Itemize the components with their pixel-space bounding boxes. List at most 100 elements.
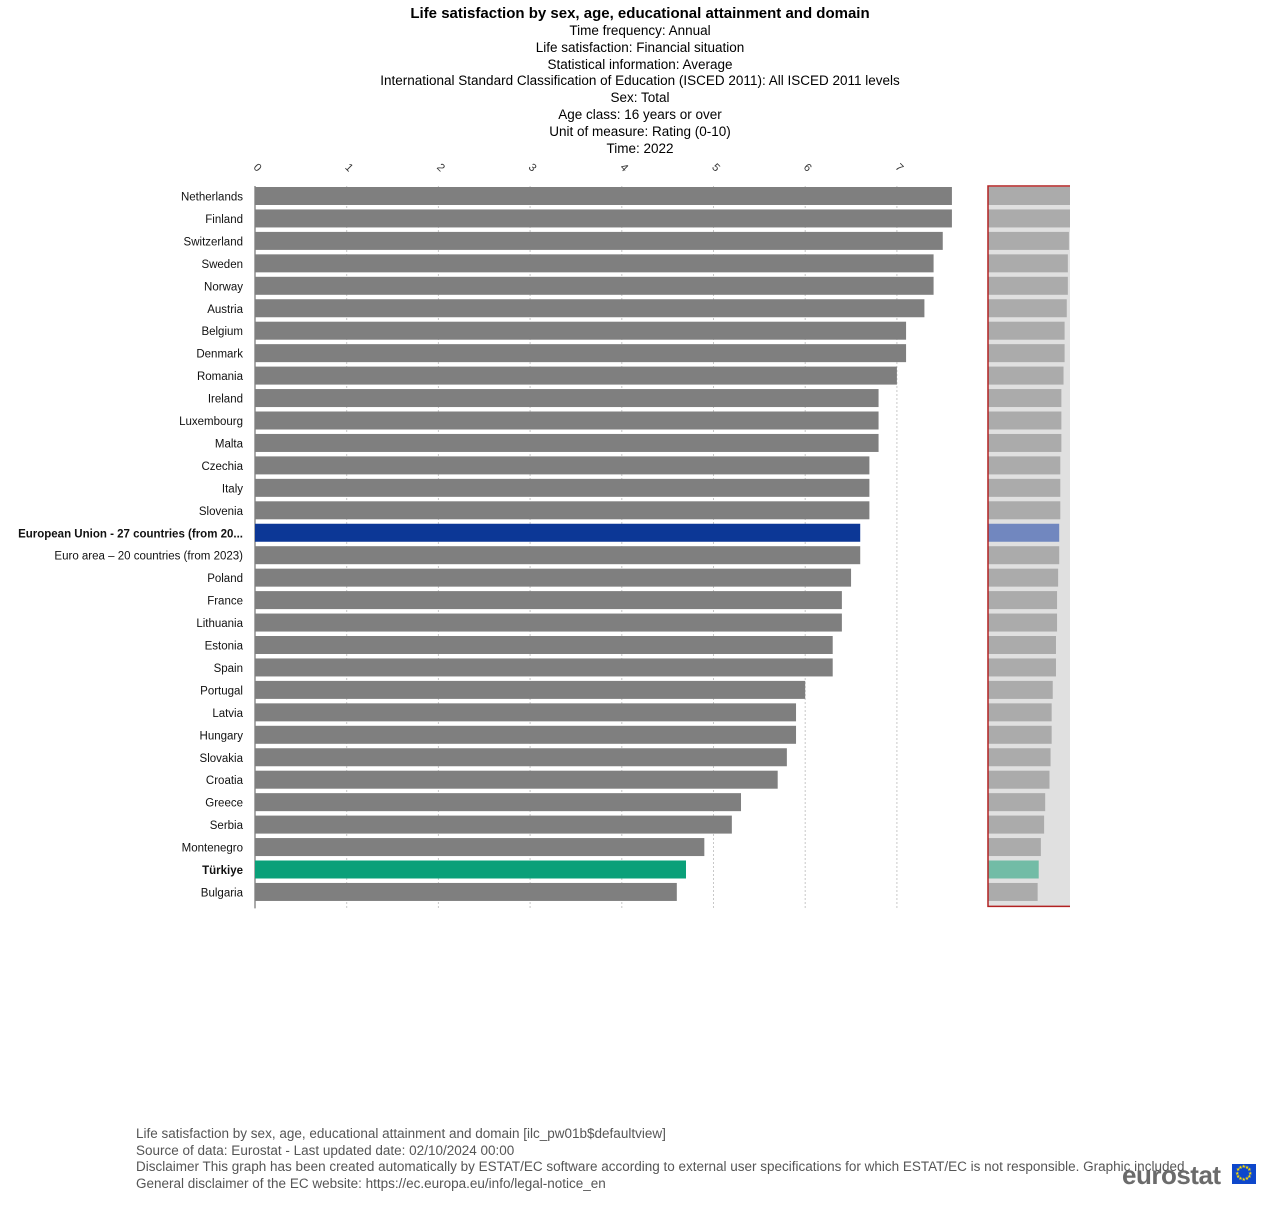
overview-bar [988, 636, 1056, 654]
category-label: Denmark [196, 349, 243, 361]
bar-chart: 0 1 2 3 4 5 6 7 Netherlands Finland Switzerland Swe… [18, 161, 1070, 909]
overview-bar [988, 860, 1039, 879]
category-label: Netherlands [181, 192, 243, 204]
bar [255, 501, 870, 520]
overview-bar [988, 838, 1041, 857]
subtitle-line: International Standard Classification of… [380, 73, 900, 89]
star-icon: ★ [1235, 1167, 1241, 1174]
category-label: Czechia [201, 461, 243, 473]
overview-bar [988, 389, 1062, 408]
category-label: Malta [215, 438, 244, 450]
bar [255, 433, 879, 452]
bar [255, 703, 797, 722]
category-label: Spain [214, 663, 243, 675]
subtitle-line: Life satisfaction: Financial situation [535, 39, 745, 55]
x-tick-label: 4 [618, 161, 631, 174]
bar [255, 344, 907, 363]
bar [255, 389, 879, 408]
bar [255, 591, 842, 610]
bar [255, 882, 677, 901]
subtitle-line: Unit of measure: Rating (0-10) [549, 123, 731, 139]
x-tick-label: 0 [251, 161, 264, 174]
overview-bar [988, 770, 1050, 789]
overview-bar [988, 815, 1045, 834]
overview-bar [988, 456, 1061, 475]
category-label: Euro area – 20 countries (from 2023) [54, 551, 243, 563]
bar [255, 411, 879, 430]
category-label: Latvia [212, 708, 243, 720]
category-label: Lithuania [196, 618, 243, 630]
overview-bar [988, 703, 1052, 722]
x-tick-label: 2 [434, 161, 447, 174]
overview-bar [988, 366, 1064, 385]
bar [255, 725, 797, 744]
bar [255, 815, 732, 834]
category-label: Poland [207, 573, 243, 585]
subtitle-line: Statistical information: Average [547, 56, 733, 72]
overview-bar [988, 882, 1038, 901]
category-label: Greece [205, 798, 243, 810]
bar [255, 546, 861, 565]
overview-bar [988, 523, 1060, 542]
category-label: Italy [222, 483, 243, 495]
x-tick-label: 5 [709, 161, 722, 174]
overview-border [987, 185, 1070, 908]
category-label: Hungary [200, 730, 244, 742]
overview-bar [988, 299, 1067, 318]
bar [255, 860, 686, 879]
bar [255, 276, 934, 295]
overview-bar [988, 793, 1046, 812]
category-label: Ireland [208, 394, 243, 406]
star-icon: ★ [1235, 1170, 1240, 1177]
overview-bar [988, 748, 1051, 767]
overview-bar [988, 478, 1061, 497]
category-label: Belgium [201, 326, 243, 338]
chart-header: Life satisfaction by sex, age, education… [0, 4, 1280, 157]
bar [255, 254, 934, 273]
star-icon: ★ [1235, 1173, 1241, 1180]
category-label: Austria [207, 304, 243, 316]
bar [255, 568, 852, 587]
bar [255, 838, 705, 857]
overview-bar [988, 546, 1060, 565]
star-icon: ★ [1241, 1177, 1246, 1183]
category-label: Slovakia [200, 753, 244, 765]
overview-bar [988, 680, 1053, 699]
overview-bar [988, 231, 1069, 250]
star-icon: ★ [1247, 1173, 1252, 1180]
bar [255, 636, 833, 654]
bar [255, 366, 897, 385]
category-label: France [207, 596, 243, 608]
chart-footer: Life satisfaction by sex, age, education… [136, 1126, 1256, 1192]
bar [255, 748, 787, 767]
eu-flag-icon: ★ ★ ★ ★ ★ ★ ★ ★ ★ ★ ★ ★ [1232, 1164, 1256, 1184]
category-label: Switzerland [184, 236, 243, 248]
source-note: Source of data: Eurostat - Last updated … [136, 1142, 515, 1158]
category-label: Türkiye [202, 865, 243, 877]
bar [255, 478, 870, 497]
overview-bar [988, 321, 1065, 340]
subtitle-line: Time frequency: Annual [569, 23, 711, 38]
overview-bar [988, 209, 1070, 228]
dataset-code: Life satisfaction by sex, age, education… [136, 1126, 666, 1141]
disclaimer: Disclaimer This graph has been created a… [136, 1159, 1185, 1175]
overview-bar [988, 658, 1056, 677]
bar [255, 770, 778, 789]
bar [255, 658, 833, 677]
star-icon: ★ [1244, 1164, 1250, 1171]
x-tick-label: 3 [526, 161, 539, 174]
category-label: Finland [205, 214, 243, 226]
bar [255, 523, 861, 542]
overview-bar [988, 344, 1065, 363]
bar [255, 321, 907, 340]
logo-text: eurostat [1122, 1160, 1221, 1190]
subtitle-line: Time: 2022 [606, 140, 674, 156]
overview-bar [988, 725, 1052, 744]
category-label: Romania [197, 371, 244, 383]
ec-disclaimer-link[interactable]: General disclaimer of the EC website: ht… [136, 1175, 606, 1191]
star-icon: ★ [1247, 1167, 1252, 1174]
overview-bar [988, 568, 1059, 587]
category-label: Norway [204, 281, 243, 293]
subtitle-line: Age class: 16 years or over [558, 106, 722, 122]
star-icon: ★ [1238, 1176, 1243, 1183]
